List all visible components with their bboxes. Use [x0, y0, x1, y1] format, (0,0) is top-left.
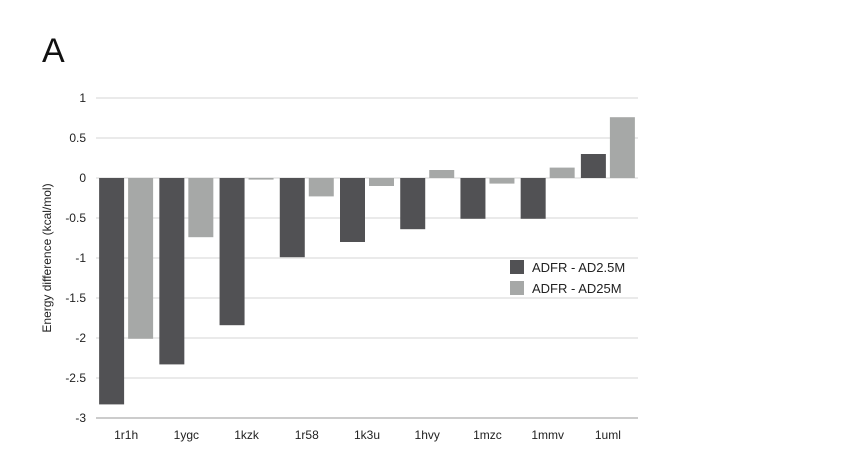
bar-1hvy-series-2 [429, 170, 455, 178]
legend: ADFR - AD2.5M ADFR - AD25M [510, 260, 625, 296]
legend-swatch [510, 281, 524, 295]
bar-1uml-series-2 [609, 117, 635, 178]
x-tick-label: 1mzc [473, 428, 502, 442]
bar-1r58-series-1 [279, 178, 305, 258]
bar-1r1h-series-1 [99, 178, 125, 405]
x-tick-label: 1r1h [114, 428, 138, 442]
bar-1mmv-series-1 [520, 178, 546, 219]
bars [99, 117, 635, 405]
bar-1kzk-series-2 [248, 178, 274, 180]
y-tick-label: 1 [79, 91, 86, 105]
x-tick-label: 1ygc [174, 428, 199, 442]
x-tick-label: 1r58 [295, 428, 319, 442]
y-tick-label: -0.5 [65, 211, 86, 225]
y-tick-label: 0 [79, 171, 86, 185]
x-tick-label: 1mmv [531, 428, 564, 442]
bar-1ygc-series-2 [188, 178, 214, 238]
bar-1k3u-series-2 [369, 178, 394, 186]
bar-1hvy-series-1 [400, 178, 426, 230]
axes: 1 0.5 0 -0.5 -1 -1.5 -2 -2.5 -3 1r1h 1ygc 1kzk 1r58 1… [40, 91, 638, 442]
legend-label: ADFR - AD25M [532, 281, 622, 296]
legend-swatch [510, 260, 524, 274]
legend-label: ADFR - AD2.5M [532, 260, 625, 275]
bar-1uml-series-1 [580, 154, 606, 178]
y-axis-label: Energy difference (kcal/mol) [40, 183, 54, 332]
y-tick-label: 0.5 [69, 131, 86, 145]
bar-1r1h-series-2 [128, 178, 154, 339]
x-tick-label: 1uml [595, 428, 621, 442]
bar-1mzc-series-1 [460, 178, 486, 219]
bar-1ygc-series-1 [159, 178, 185, 365]
y-tick-label: -2 [75, 331, 86, 345]
bar-1k3u-series-1 [340, 178, 365, 242]
bar-1mzc-series-2 [489, 178, 515, 184]
x-tick-label: 1hvy [415, 428, 440, 442]
x-tick-label: 1kzk [234, 428, 260, 442]
bar-1r58-series-2 [308, 178, 334, 197]
y-tick-label: -2.5 [65, 371, 86, 385]
y-tick-label: -1.5 [65, 291, 86, 305]
gridlines [96, 97, 638, 379]
panel-label: A [42, 32, 65, 70]
y-tick-label: -1 [75, 251, 86, 265]
bar-1kzk-series-1 [219, 178, 245, 326]
y-tick-label: -3 [75, 411, 86, 425]
x-tick-label: 1k3u [354, 428, 380, 442]
bar-1mmv-series-2 [549, 167, 575, 178]
